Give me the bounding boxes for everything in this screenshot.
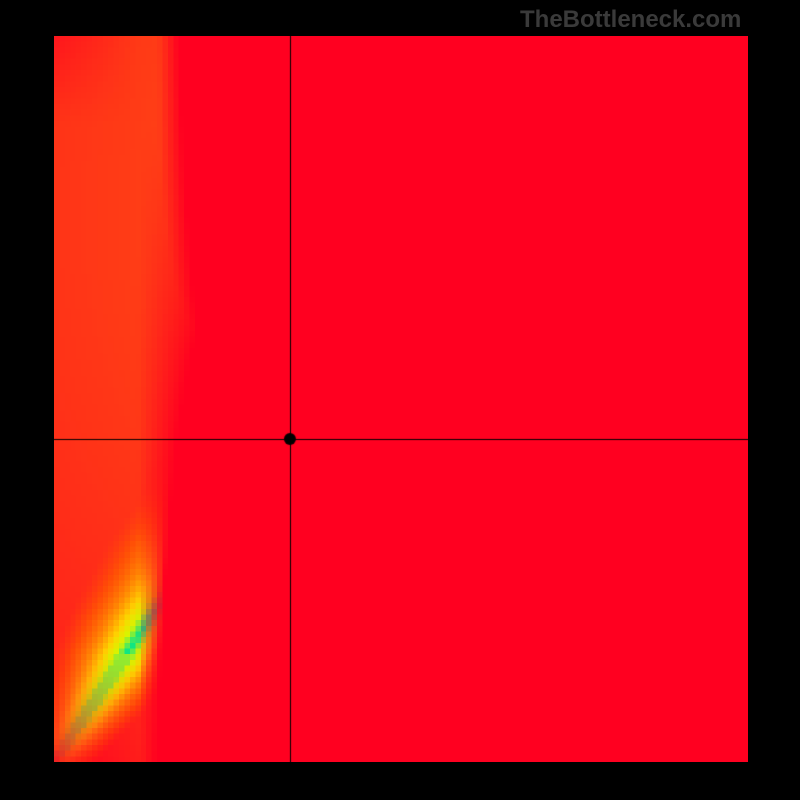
- chart-container: TheBottleneck.com: [0, 0, 800, 800]
- watermark-text: TheBottleneck.com: [520, 6, 741, 34]
- plot-area: [54, 36, 748, 762]
- bottleneck-heatmap: [54, 36, 748, 762]
